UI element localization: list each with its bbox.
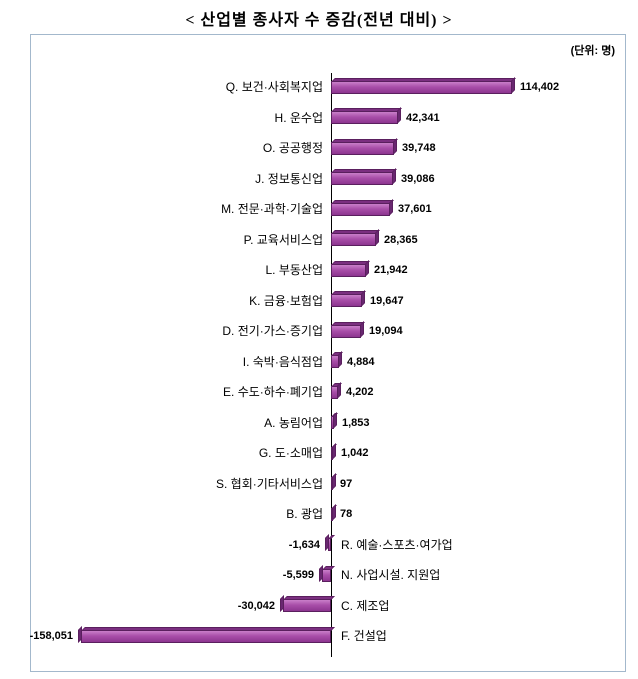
bar — [331, 507, 333, 521]
category-label: F. 건설업 — [341, 629, 387, 643]
value-label: 4,202 — [346, 386, 374, 398]
bar — [331, 172, 393, 185]
bar — [331, 477, 333, 490]
category-label: I. 숙박·음식점업 — [242, 354, 323, 369]
category-label: M. 전문·과학·기술업 — [221, 202, 323, 216]
value-label: 19,094 — [369, 325, 403, 337]
category-label: B. 광업 — [286, 507, 323, 521]
bar — [331, 141, 394, 155]
value-label: 114,402 — [520, 81, 560, 93]
bar — [331, 355, 339, 368]
value-label: 37,601 — [398, 203, 432, 215]
bar — [331, 294, 362, 307]
chart-title: < 산업별 종사자 수 증감(전년 대비) > — [185, 12, 453, 29]
bar — [81, 629, 331, 643]
category-label: P. 교육서비스업 — [243, 232, 323, 247]
category-label: C. 제조업 — [341, 598, 390, 613]
category-label: O. 공공행정 — [262, 141, 323, 155]
bar — [331, 385, 338, 399]
value-label: 21,942 — [374, 264, 408, 276]
category-label: L. 부동산업 — [265, 263, 323, 277]
bar — [331, 416, 334, 429]
bar — [331, 202, 390, 216]
category-label: N. 사업시설. 지원업 — [341, 568, 441, 582]
value-label: 97 — [340, 477, 353, 490]
bar — [331, 324, 361, 338]
bar — [331, 446, 333, 460]
category-label: A. 농림어업 — [264, 415, 323, 430]
bar — [331, 80, 512, 94]
chart-box: (단위: 명) Q. 보건·사회복지업 114,402 H. 운수업 42,341 O.… — [30, 34, 626, 672]
category-label: H. 운수업 — [274, 110, 323, 125]
value-label: 1,853 — [342, 416, 370, 429]
value-label: 78 — [340, 508, 353, 520]
value-label: -5,599 — [282, 569, 314, 581]
value-label: 42,341 — [406, 111, 440, 124]
value-label: -1,634 — [288, 538, 320, 551]
value-label: -30,042 — [237, 599, 275, 612]
chart-area: Q. 보건·사회복지업 114,402 H. 운수업 42,341 O. 공공행정 39,… — [29, 35, 625, 671]
category-label: E. 수도·하수·폐기업 — [223, 385, 323, 399]
bar — [331, 233, 376, 246]
category-label: D. 전기·가스·증기업 — [222, 324, 323, 338]
value-label: 1,042 — [341, 447, 369, 459]
category-label: K. 금융·보험업 — [249, 293, 323, 308]
value-label: 39,086 — [401, 172, 435, 185]
bar — [331, 111, 398, 124]
bar — [331, 263, 366, 277]
category-label: S. 협회·기타서비스업 — [216, 476, 323, 491]
value-label: 4,884 — [347, 355, 375, 368]
category-label: R. 예술·스포츠·여가업 — [341, 537, 453, 552]
value-label: -158,051 — [29, 630, 73, 642]
bar — [322, 568, 331, 582]
category-label: J. 정보통신업 — [255, 171, 323, 186]
value-label: 28,365 — [384, 233, 418, 246]
value-label: 39,748 — [402, 142, 436, 154]
bar — [283, 599, 331, 612]
bar — [328, 538, 331, 551]
category-label: Q. 보건·사회복지업 — [225, 80, 323, 94]
unit-label: (단위: 명) — [570, 45, 615, 57]
category-label: G. 도·소매업 — [258, 446, 323, 460]
value-label: 19,647 — [370, 294, 404, 307]
